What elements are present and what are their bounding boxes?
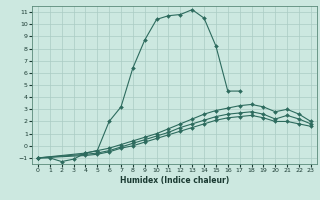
X-axis label: Humidex (Indice chaleur): Humidex (Indice chaleur) [120,176,229,185]
